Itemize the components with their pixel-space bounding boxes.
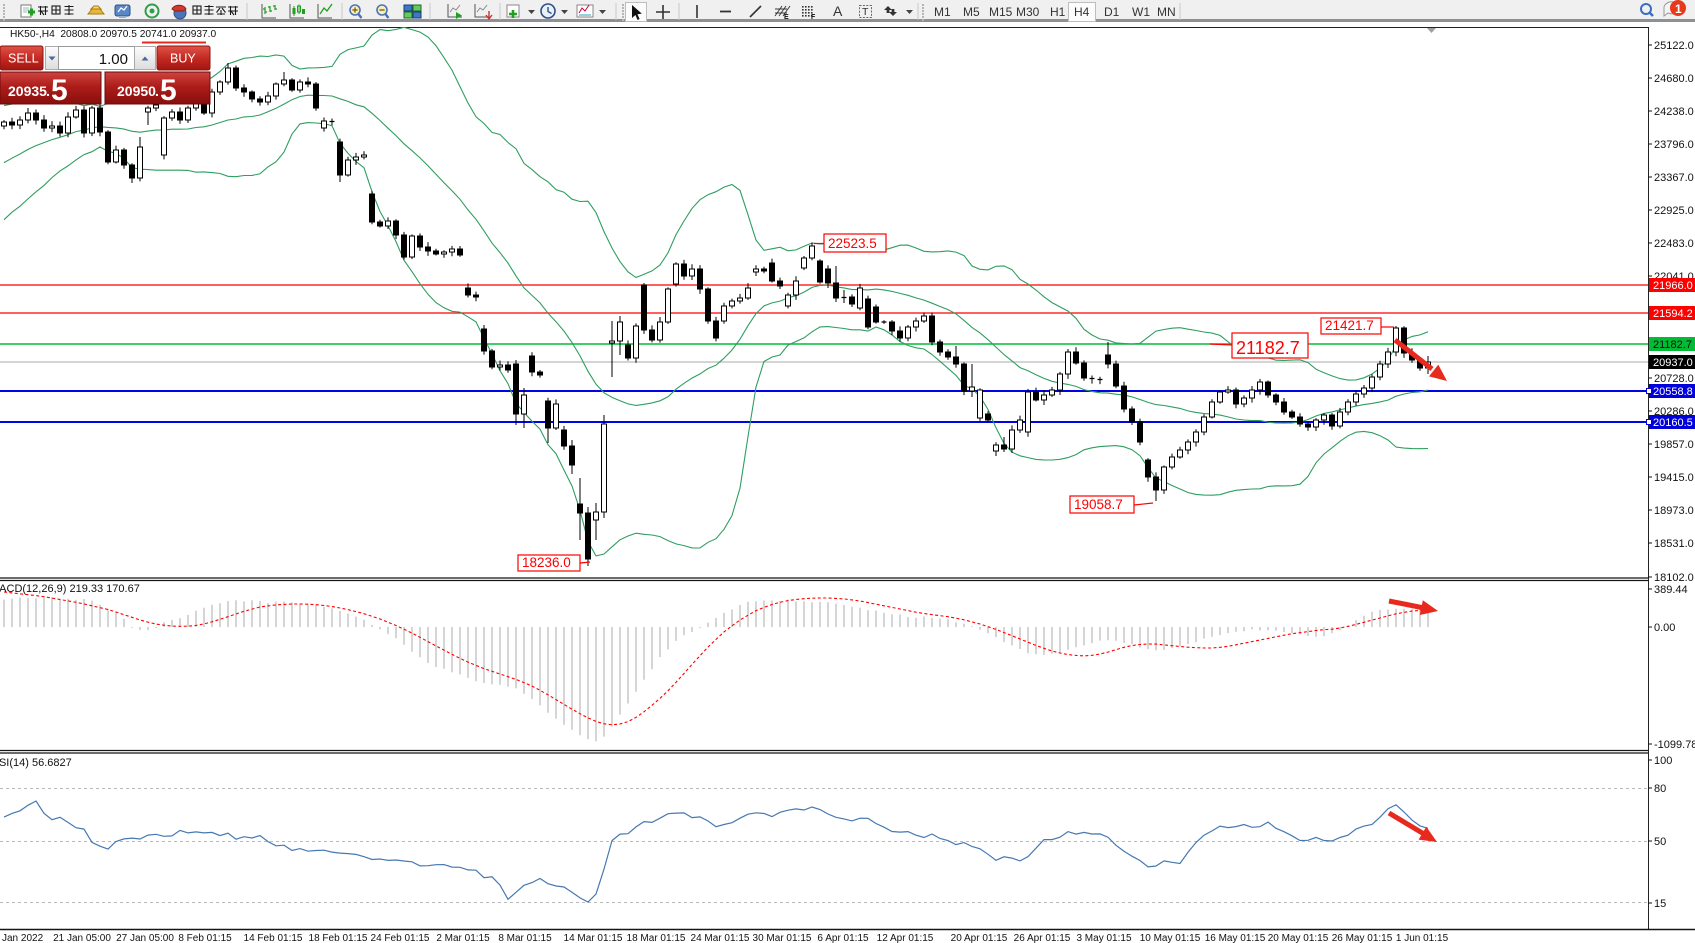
- svg-text:16 May 01:15: 16 May 01:15: [1205, 933, 1266, 943]
- svg-text:14 Mar 01:15: 14 Mar 01:15: [564, 933, 623, 943]
- svg-text:12 Apr 01:15: 12 Apr 01:15: [877, 933, 934, 943]
- svg-text:D1: D1: [1104, 5, 1120, 19]
- svg-text:20 May 01:15: 20 May 01:15: [1268, 933, 1329, 943]
- svg-text:18236.0: 18236.0: [522, 555, 571, 570]
- svg-text:389.44: 389.44: [1654, 584, 1688, 596]
- svg-text:15: 15: [1654, 898, 1666, 910]
- svg-text:20935: 20935: [8, 83, 47, 99]
- svg-text:100: 100: [1654, 755, 1672, 767]
- svg-text:20937.0: 20937.0: [1653, 357, 1693, 369]
- svg-text:F: F: [811, 14, 816, 21]
- svg-text:80: 80: [1654, 783, 1666, 795]
- svg-text:W1: W1: [1132, 5, 1150, 19]
- svg-text:24 Mar 01:15: 24 Mar 01:15: [691, 933, 750, 943]
- svg-text:A: A: [833, 3, 843, 19]
- svg-text:19857.0: 19857.0: [1654, 439, 1694, 451]
- svg-text:E: E: [784, 14, 789, 21]
- svg-text:8 Feb 01:15: 8 Feb 01:15: [178, 933, 232, 943]
- svg-text:26 Apr 01:15: 26 Apr 01:15: [1014, 933, 1071, 943]
- svg-text:22483.0: 22483.0: [1654, 238, 1694, 250]
- svg-text:24680.0: 24680.0: [1654, 73, 1694, 85]
- svg-text:6 Apr 01:15: 6 Apr 01:15: [817, 933, 869, 943]
- svg-text:23367.0: 23367.0: [1654, 172, 1694, 184]
- svg-text:20 Apr 01:15: 20 Apr 01:15: [951, 933, 1008, 943]
- svg-text:5: 5: [51, 74, 68, 107]
- svg-text:-1099.78: -1099.78: [1654, 739, 1695, 751]
- svg-text:Jan 2022: Jan 2022: [2, 933, 44, 943]
- svg-text:20160.5: 20160.5: [1653, 417, 1693, 429]
- svg-text:20950: 20950: [117, 83, 156, 99]
- svg-text:M15: M15: [989, 5, 1013, 19]
- svg-text:SELL: SELL: [8, 52, 39, 66]
- svg-text:27 Jan 05:00: 27 Jan 05:00: [116, 933, 174, 943]
- svg-text:22523.5: 22523.5: [828, 236, 877, 251]
- svg-text:30 Mar 01:15: 30 Mar 01:15: [753, 933, 812, 943]
- svg-text:24238.0: 24238.0: [1654, 106, 1694, 118]
- svg-text:M5: M5: [963, 5, 980, 19]
- svg-text:.: .: [46, 83, 50, 99]
- svg-text:1.00: 1.00: [99, 51, 128, 68]
- svg-text:2 Mar 01:15: 2 Mar 01:15: [436, 933, 490, 943]
- svg-text:23796.0: 23796.0: [1654, 139, 1694, 151]
- svg-text:26 May 01:15: 26 May 01:15: [1332, 933, 1393, 943]
- svg-text:0.00: 0.00: [1654, 622, 1675, 634]
- svg-text:5: 5: [160, 74, 177, 107]
- svg-text:50: 50: [1654, 836, 1666, 848]
- svg-text:20728.0: 20728.0: [1654, 373, 1694, 385]
- svg-text:25122.0: 25122.0: [1654, 40, 1694, 52]
- svg-text:18102.0: 18102.0: [1654, 572, 1694, 584]
- svg-text:H1: H1: [1050, 5, 1066, 19]
- svg-text:21421.7: 21421.7: [1325, 318, 1374, 333]
- svg-text:18531.0: 18531.0: [1654, 538, 1694, 550]
- svg-text:BUY: BUY: [170, 52, 196, 66]
- svg-text:10 May 01:15: 10 May 01:15: [1140, 933, 1201, 943]
- svg-text:20558.8: 20558.8: [1653, 386, 1693, 398]
- svg-text:21182.7: 21182.7: [1236, 338, 1300, 358]
- svg-text:21 Jan 05:00: 21 Jan 05:00: [53, 933, 111, 943]
- svg-text:8 Mar 01:15: 8 Mar 01:15: [498, 933, 552, 943]
- svg-text:21594.2: 21594.2: [1653, 308, 1693, 320]
- svg-text:MN: MN: [1157, 5, 1176, 19]
- svg-text:M1: M1: [934, 5, 951, 19]
- svg-text:22925.0: 22925.0: [1654, 205, 1694, 217]
- svg-text:.: .: [155, 83, 159, 99]
- svg-text:HK50-,H4 20808.0 20970.5 2074: HK50-,H4 20808.0 20970.5 20741.0 20937.0: [10, 29, 217, 40]
- svg-text:T: T: [862, 6, 869, 18]
- svg-text:19415.0: 19415.0: [1654, 472, 1694, 484]
- svg-text:MACD(12,26,9) 219.33 170.67: MACD(12,26,9) 219.33 170.67: [0, 583, 140, 595]
- svg-text:M30: M30: [1016, 5, 1040, 19]
- svg-text:14 Feb 01:15: 14 Feb 01:15: [244, 933, 303, 943]
- svg-text:18 Feb 01:15: 18 Feb 01:15: [309, 933, 368, 943]
- svg-text:18973.0: 18973.0: [1654, 505, 1694, 517]
- svg-text:24 Feb 01:15: 24 Feb 01:15: [371, 933, 430, 943]
- svg-text:1 Jun 01:15: 1 Jun 01:15: [1396, 933, 1449, 943]
- svg-text:RSI(14) 56.6827: RSI(14) 56.6827: [0, 757, 72, 769]
- svg-text:19058.7: 19058.7: [1074, 497, 1123, 512]
- svg-text:21182.7: 21182.7: [1653, 339, 1692, 351]
- svg-text:H4: H4: [1074, 5, 1090, 19]
- svg-text:3 May 01:15: 3 May 01:15: [1076, 933, 1131, 943]
- svg-text:18 Mar 01:15: 18 Mar 01:15: [627, 933, 686, 943]
- svg-text:21966.0: 21966.0: [1653, 280, 1693, 292]
- svg-text:1: 1: [1675, 2, 1682, 16]
